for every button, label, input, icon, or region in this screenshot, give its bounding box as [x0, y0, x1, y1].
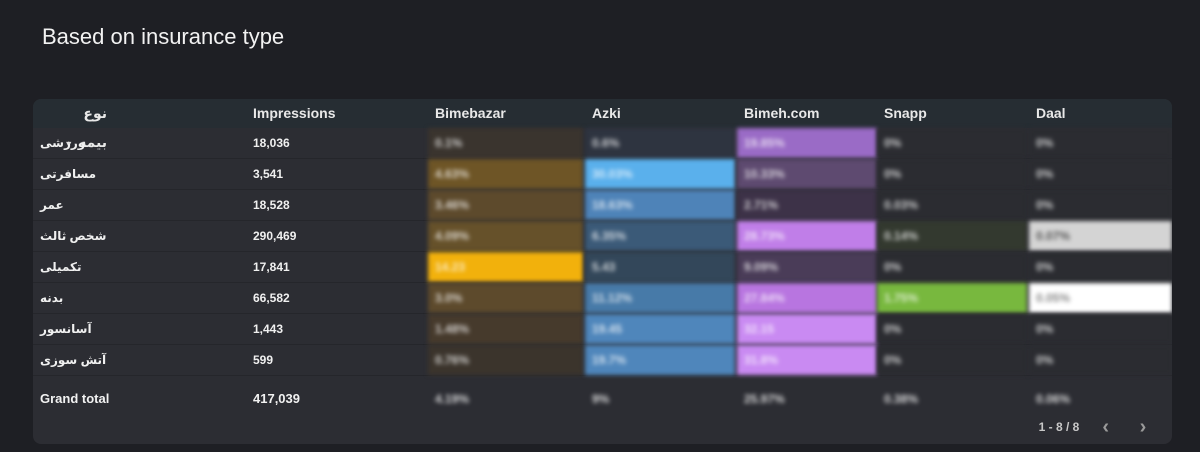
chevron-right-icon[interactable]: › [1139, 415, 1147, 438]
impressions-cell: 1,443 [253, 322, 284, 336]
daal-cell: 0.07% [1029, 221, 1172, 251]
bimeh-com-cell: 19.85% [737, 128, 877, 158]
snapp-cell: 0% [877, 314, 1027, 344]
bimeh-com-cell: 31.8% [737, 345, 877, 375]
azki-cell: 5.43 [585, 252, 735, 282]
column-header-label: نوع بیمه [78, 105, 107, 150]
row-label: عمر [40, 198, 64, 212]
azki-cell: 18.63% [585, 190, 735, 220]
grand-total-bimebazar: 4.19% [435, 392, 470, 406]
bimeh-com-cell: 2.71% [737, 190, 877, 220]
grand-total-daal: 0.06% [1036, 392, 1071, 406]
bimebazar-cell: 3.0% [428, 283, 583, 313]
bimeh-com-cell: 28.73% [737, 221, 877, 251]
pagination-range: 1 - 8 / 8 [1038, 419, 1080, 434]
snapp-cell: 0.14% [877, 221, 1027, 251]
grand-total-bimeh-com: 25.97% [744, 392, 785, 406]
chevron-left-icon[interactable]: ‹ [1102, 415, 1109, 438]
azki-cell: 6.35% [585, 221, 735, 251]
azki-cell: 0.6% [585, 128, 735, 158]
grand-total-row: Grand total 417,039 4.19% 9% 25.97% 0.38… [33, 383, 1172, 415]
daal-cell: 0% [1029, 159, 1172, 189]
table-row: آسانسور 1,443 1.48% 19.45 32.15 0% 0% [33, 314, 1172, 345]
grand-total-snapp: 0.38% [884, 392, 919, 406]
bimebazar-cell: 4.09% [428, 221, 583, 251]
impressions-cell: 18,036 [253, 136, 290, 150]
snapp-cell: 1.75% [877, 283, 1027, 313]
impressions-cell: 66,582 [253, 291, 290, 305]
bimebazar-cell: 14.23 [428, 252, 583, 282]
impressions-cell: 18,528 [253, 198, 290, 212]
impressions-cell: 599 [253, 353, 274, 367]
azki-cell: 11.12% [585, 283, 735, 313]
row-label: شخص ثالث [40, 229, 107, 243]
column-header-bimeh-com[interactable]: Bimeh.com [744, 105, 820, 121]
column-header-bimebazar[interactable]: Bimebazar [435, 105, 506, 121]
table-row: آتش سوزی 599 0.76% 19.7% 31.8% 0% 0% [33, 345, 1172, 376]
table-row: بدنه 66,582 3.0% 11.12% 27.84% 1.75% 0.0… [33, 283, 1172, 314]
chart-title: Based on insurance type [42, 24, 285, 49]
column-header-daal[interactable]: Daal [1036, 105, 1066, 121]
row-label: آتش سوزی [40, 353, 107, 367]
column-header-impressions[interactable]: Impressions [253, 105, 336, 121]
grand-total-impressions: 417,039 [253, 391, 300, 406]
table-row: عمر 18,528 3.46% 18.63% 2.71% 0.03% 0% [33, 190, 1172, 221]
azki-cell: 30.03% [585, 159, 735, 189]
impressions-cell: 17,841 [253, 260, 290, 274]
bimeh-com-cell: 10.33% [737, 159, 877, 189]
daal-cell: 0% [1029, 190, 1172, 220]
daal-cell: 0% [1029, 314, 1172, 344]
row-label: بدنه [40, 291, 64, 305]
snapp-cell: 0% [877, 345, 1027, 375]
daal-cell: 0.05% [1029, 283, 1172, 313]
pivot-table: نوع بیمه ▼ Impressions Bimebazar Azki Bim… [33, 99, 1172, 444]
sort-down-icon[interactable]: ▼ [64, 139, 74, 149]
row-label: آسانسور [40, 322, 92, 336]
snapp-cell: 0.03% [877, 190, 1027, 220]
bimeh-com-cell: 9.09% [737, 252, 877, 282]
bimebazar-cell: 3.46% [428, 190, 583, 220]
column-header-insurance-type[interactable]: نوع بیمه ▼ [33, 99, 107, 150]
grand-total-azki: 9% [592, 392, 610, 406]
snapp-cell: 0% [877, 252, 1027, 282]
snapp-cell: 0% [877, 128, 1027, 158]
row-label: ورزشی [40, 136, 86, 150]
table-header: نوع بیمه ▼ Impressions Bimebazar Azki Bim… [33, 99, 1172, 150]
bimebazar-cell: 0.76% [428, 345, 583, 375]
impressions-cell: 290,469 [253, 229, 297, 243]
bimebazar-cell: 0.1% [428, 128, 583, 158]
impressions-cell: 3,541 [253, 167, 284, 181]
daal-cell: 0% [1029, 252, 1172, 282]
bimeh-com-cell: 32.15 [737, 314, 877, 344]
column-header-snapp[interactable]: Snapp [884, 105, 927, 121]
daal-cell: 0% [1029, 345, 1172, 375]
bimebazar-cell: 1.48% [428, 314, 583, 344]
azki-cell: 19.7% [585, 345, 735, 375]
azki-cell: 19.45 [585, 314, 735, 344]
table-row: مسافرتی 3,541 4.63% 30.03% 10.33% 0% 0% [33, 159, 1172, 190]
bimeh-com-cell: 27.84% [737, 283, 877, 313]
row-label: تکمیلی [40, 260, 82, 274]
daal-cell: 0% [1029, 128, 1172, 158]
pagination: 1 - 8 / 8 ‹ › [1039, 414, 1158, 438]
table-row: ورزشی 18,036 0.1% 0.6% 19.85% 0% 0% [33, 128, 1172, 159]
row-label: مسافرتی [40, 167, 97, 181]
table-row: شخص ثالث 290,469 4.09% 6.35% 28.73% 0.14… [33, 221, 1172, 252]
table-row: تکمیلی 17,841 14.23 5.43 9.09% 0% 0% [33, 252, 1172, 283]
grand-total-label: Grand total [40, 391, 110, 406]
bimebazar-cell: 4.63% [428, 159, 583, 189]
column-header-azki[interactable]: Azki [592, 105, 621, 121]
snapp-cell: 0% [877, 159, 1027, 189]
